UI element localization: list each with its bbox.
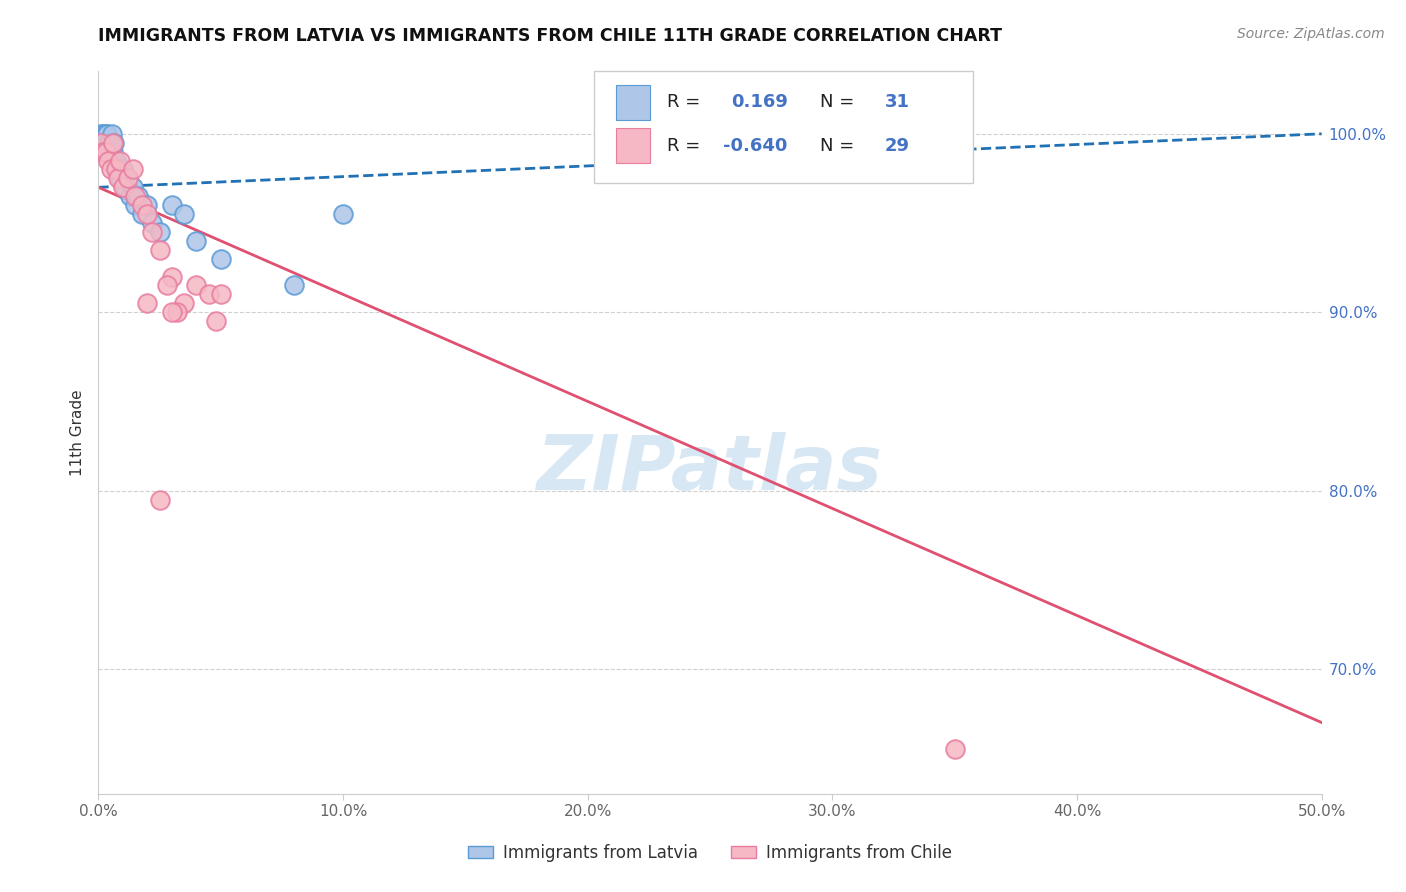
Point	[97, 153, 120, 168]
Point	[111, 162, 134, 177]
Point	[101, 127, 124, 141]
Point	[90, 136, 112, 150]
Point	[332, 207, 354, 221]
Point	[117, 171, 139, 186]
Point	[283, 278, 305, 293]
Point	[114, 180, 136, 194]
Point	[117, 171, 139, 186]
Point	[186, 234, 208, 248]
Point	[131, 198, 153, 212]
Point	[149, 492, 172, 507]
Point	[197, 287, 219, 301]
Point	[160, 198, 183, 212]
Point	[156, 278, 179, 293]
Point	[173, 207, 195, 221]
Text: N =: N =	[820, 94, 855, 112]
Point	[107, 171, 129, 186]
Point	[209, 287, 232, 301]
Point	[149, 225, 172, 239]
Point	[136, 207, 159, 221]
Point	[136, 296, 159, 310]
Point	[101, 145, 124, 159]
Point	[149, 243, 172, 257]
Point	[173, 296, 195, 310]
Text: 31: 31	[884, 94, 910, 112]
Point	[91, 127, 114, 141]
Point	[136, 198, 159, 212]
Text: ZIPatlas: ZIPatlas	[537, 432, 883, 506]
Point	[141, 225, 163, 239]
Point	[141, 216, 163, 230]
Y-axis label: 11th Grade: 11th Grade	[69, 389, 84, 476]
Point	[97, 136, 120, 150]
Text: -0.640: -0.640	[724, 136, 787, 155]
Text: R =: R =	[668, 94, 700, 112]
Text: R =: R =	[668, 136, 700, 155]
Point	[104, 162, 127, 177]
Point	[120, 189, 142, 203]
Point	[100, 162, 122, 177]
Point	[124, 189, 146, 203]
Text: N =: N =	[820, 136, 855, 155]
Point	[107, 162, 129, 177]
Point	[124, 198, 146, 212]
Point	[127, 189, 149, 203]
Point	[943, 742, 966, 756]
Bar	[616, 85, 650, 120]
Text: IMMIGRANTS FROM LATVIA VS IMMIGRANTS FROM CHILE 11TH GRADE CORRELATION CHART: IMMIGRANTS FROM LATVIA VS IMMIGRANTS FRO…	[98, 27, 1002, 45]
Point	[121, 180, 143, 194]
Point	[131, 207, 153, 221]
Point	[121, 162, 143, 177]
Point	[104, 153, 127, 168]
Point	[160, 269, 183, 284]
Point	[96, 127, 118, 141]
Point	[94, 145, 117, 159]
Text: 29: 29	[884, 136, 910, 155]
Point	[98, 136, 121, 150]
Point	[93, 136, 115, 150]
Point	[205, 314, 228, 328]
Point	[111, 180, 134, 194]
Legend: Immigrants from Latvia, Immigrants from Chile: Immigrants from Latvia, Immigrants from …	[461, 838, 959, 869]
Bar	[616, 128, 650, 163]
Point	[110, 153, 132, 168]
Text: 0.169: 0.169	[731, 94, 787, 112]
Point	[103, 136, 125, 150]
Point	[166, 305, 188, 319]
Point	[110, 171, 132, 186]
Point	[209, 252, 232, 266]
Point	[100, 145, 122, 159]
Point	[91, 145, 114, 159]
Point	[90, 127, 112, 141]
Point	[101, 136, 124, 150]
Point	[94, 127, 117, 141]
Text: Source: ZipAtlas.com: Source: ZipAtlas.com	[1237, 27, 1385, 41]
FancyBboxPatch shape	[593, 71, 973, 184]
Point	[160, 305, 183, 319]
Point	[186, 278, 208, 293]
